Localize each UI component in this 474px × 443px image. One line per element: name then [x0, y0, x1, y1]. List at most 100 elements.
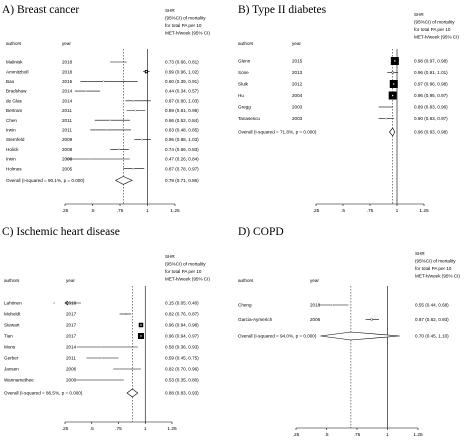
- study-author: Hu: [238, 93, 244, 98]
- column-header-authors: authors: [4, 278, 20, 283]
- point-estimate: [141, 138, 143, 141]
- study-estimate: 0.99 (0.96, 1.02): [165, 69, 199, 74]
- study-estimate: 0.74 (0.66, 0.83): [165, 147, 199, 152]
- x-axis-tick-label: 1.25: [419, 208, 429, 214]
- study-year: 2011: [62, 128, 72, 133]
- point-estimate: [100, 357, 103, 359]
- overall-estimate: 0.96 (0.93, 0.98): [414, 130, 448, 135]
- study-author: Gerber: [4, 356, 19, 361]
- study-year: 2008: [62, 147, 73, 152]
- study-estimate: 0.97 (0.96, 0.98): [414, 82, 448, 87]
- study-author: Jansen: [4, 367, 19, 372]
- column-header-authors: authors: [6, 41, 22, 46]
- panel-ischemic-heart-disease: C) Ischemic heart disease SHR (95%CI) of m…: [0, 222, 234, 438]
- x-axis-tick-label: 1: [146, 208, 149, 214]
- point-estimate: [393, 83, 395, 85]
- x-axis-tick-label: 1.25: [413, 432, 423, 438]
- shr-header-line: (95%CI) of mortality: [165, 16, 206, 21]
- study-estimate: 0.87 (0.80, 1.03): [165, 98, 199, 103]
- column-header-year: year: [62, 41, 71, 46]
- study-estimate: 0.63 (0.48, 0.85): [165, 128, 199, 133]
- point-estimate: [85, 90, 87, 92]
- point-estimate: [394, 60, 396, 62]
- forest-plot-copd: D) COPD SHR (95%CI) of mortality for total …: [238, 226, 460, 438]
- study-estimate: 0.98 (0.97, 0.98): [414, 59, 448, 64]
- study-author: Chen: [6, 118, 17, 123]
- shr-header-line: SHR: [165, 254, 175, 259]
- forest-plot-breast-cancer: A) Breast cancer SHR (95%CI) of mortality f…: [2, 4, 210, 214]
- x-axis-tick-label: .75: [354, 432, 361, 438]
- panel-type2-diabetes: B) Type II diabetes SHR (95%CI) of mortali…: [234, 0, 474, 222]
- study-author: Bao: [6, 79, 15, 84]
- study-estimate: 0.47 (0.26, 0.84): [165, 157, 199, 162]
- point-estimate: [331, 304, 334, 306]
- study-estimate: 0.82 (0.70, 0.96): [165, 367, 199, 372]
- study-author: Irwin: [6, 128, 16, 133]
- forest-plot-ischemic-heart-disease: C) Ischemic heart disease SHR (95%CI) of m…: [2, 226, 210, 432]
- overall-estimate: 0.70 (0.45, 1.10): [415, 334, 449, 339]
- study-year: 2000: [66, 378, 77, 383]
- study-year: 2005: [62, 166, 73, 171]
- x-axis-tick-label: .25: [293, 432, 300, 438]
- shr-header-line: (95%CI) of mortality: [165, 262, 206, 267]
- study-author: Tian: [4, 334, 13, 339]
- study-estimate: 0.66 (0.52, 0.84): [165, 118, 199, 123]
- shr-header-line: SHR: [165, 8, 175, 13]
- shr-header-line: SHR: [415, 251, 425, 256]
- ci-clip-arrow: [64, 300, 69, 306]
- study-author: Bradshaw: [6, 89, 27, 94]
- x-axis-tick-label: .5: [341, 208, 345, 214]
- point-estimate: [391, 71, 394, 74]
- study-year: 2011: [62, 108, 72, 113]
- study-year: 2011: [66, 356, 76, 361]
- study-year: 2014: [66, 345, 77, 350]
- point-estimate: [145, 71, 148, 73]
- x-axis-tick-label: .25: [62, 426, 69, 432]
- point-estimate: [109, 119, 111, 121]
- study-author: Ammitzboll: [6, 69, 28, 74]
- study-year: 2003: [292, 116, 303, 121]
- study-estimate: 0.96 (0.94, 0.98): [165, 323, 199, 328]
- study-estimate: 0.59 (0.45, 0.75): [165, 356, 199, 361]
- point-estimate: [99, 346, 102, 348]
- point-estimate: [134, 109, 137, 112]
- panel-copd: D) COPD SHR (95%CI) of mortality for total …: [234, 222, 474, 438]
- panel-title: A) Breast cancer: [2, 4, 79, 16]
- study-estimate: 0.87 (0.82, 0.93): [415, 317, 449, 322]
- study-estimate: 0.53 (0.35, 0.80): [165, 378, 199, 383]
- point-estimate: [384, 106, 386, 108]
- column-header-authors: authors: [238, 278, 254, 283]
- study-estimate: 0.60 (0.39, 0.91): [165, 79, 199, 84]
- study-estimate: 0.96 (0.95, 0.97): [414, 93, 448, 98]
- x-axis-tick-label: .75: [117, 208, 124, 214]
- study-estimate: 0.89 (0.81, 0.98): [165, 108, 199, 113]
- study-estimate: 0.58 (0.36, 0.93): [165, 345, 199, 350]
- shr-header-line: for total PA per 10: [415, 266, 452, 271]
- point-estimate: [125, 313, 127, 315]
- point-estimate: [88, 158, 90, 160]
- point-estimate: [391, 94, 394, 97]
- point-estimate: [53, 302, 55, 304]
- point-estimate: [94, 379, 96, 381]
- x-axis-tick-label: 1: [396, 208, 399, 214]
- overall-label: Overall (I-squared = 90.1%, p = 0.000): [6, 178, 85, 183]
- study-estimate: 0.73 (0.66, 0.81): [165, 60, 199, 65]
- study-year: 2013: [292, 70, 303, 75]
- x-axis-tick-label: .75: [367, 208, 374, 214]
- forest-plot-type2-diabetes: B) Type II diabetes SHR (95%CI) of mortali…: [238, 4, 459, 214]
- study-estimate: 0.82 (0.76, 0.87): [165, 312, 199, 317]
- study-year: 2015: [62, 79, 73, 84]
- x-axis-tick-label: 1.25: [170, 208, 180, 214]
- study-author: Irwin: [6, 157, 16, 162]
- shr-header-line: MET-h/week (95% CI): [165, 31, 210, 36]
- study-year: 2004: [292, 93, 303, 98]
- study-author: Sluik: [238, 82, 249, 87]
- study-estimate: 0.15 (0.05, 0.40): [165, 301, 199, 306]
- study-author: Holick: [6, 147, 19, 152]
- x-axis-tick-label: 1: [144, 426, 147, 432]
- study-estimate: 0.96 (0.91, 1.01): [414, 70, 448, 75]
- study-estimate: 0.89 (0.83, 0.96): [414, 105, 448, 110]
- study-author: Wannamethee: [4, 378, 34, 383]
- column-header-year: year: [66, 278, 75, 283]
- overall-estimate: 0.78 (0.71, 0.86): [165, 178, 199, 183]
